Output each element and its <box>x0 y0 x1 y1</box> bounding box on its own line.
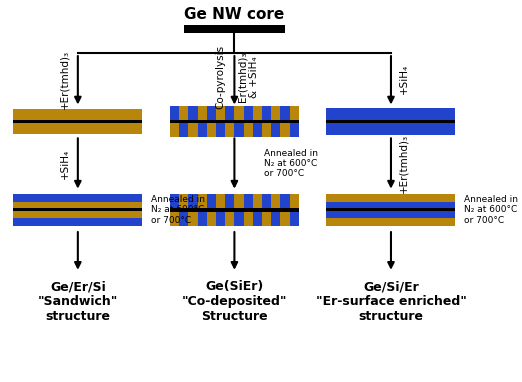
Text: +SiH₄: +SiH₄ <box>399 64 409 94</box>
Bar <box>14 194 143 202</box>
Bar <box>326 218 455 226</box>
Bar <box>14 202 143 209</box>
Text: Annealed in
N₂ at 600°C
or 700°C: Annealed in N₂ at 600°C or 700°C <box>151 195 205 225</box>
Text: structure: structure <box>45 309 110 322</box>
Text: "Co-deposited": "Co-deposited" <box>182 295 287 308</box>
Bar <box>225 106 234 120</box>
Bar <box>262 123 271 137</box>
Bar <box>280 123 290 137</box>
Bar <box>188 212 197 225</box>
Text: Ge NW core: Ge NW core <box>184 7 284 22</box>
Bar <box>280 212 290 225</box>
Bar <box>271 123 280 137</box>
Bar <box>280 194 290 208</box>
Bar <box>225 212 234 225</box>
Bar <box>326 202 455 209</box>
Bar <box>14 209 143 211</box>
Bar <box>280 106 290 120</box>
Text: +Er(tmhd)₃: +Er(tmhd)₃ <box>399 134 409 193</box>
Text: Er(tmhd)₃
& +SiH₄: Er(tmhd)₃ & +SiH₄ <box>238 52 259 102</box>
Bar <box>225 123 234 137</box>
Bar <box>290 194 299 208</box>
Bar <box>179 212 188 225</box>
Bar <box>234 212 244 225</box>
Bar <box>170 120 299 123</box>
Bar <box>197 194 207 208</box>
Text: "Sandwich": "Sandwich" <box>38 295 118 308</box>
Bar <box>216 106 225 120</box>
Text: Ge/Si/Er: Ge/Si/Er <box>363 280 419 293</box>
Text: "Er-surface enriched": "Er-surface enriched" <box>315 295 466 308</box>
Bar <box>14 211 143 218</box>
Text: Annealed in
N₂ at 600°C
or 700°C: Annealed in N₂ at 600°C or 700°C <box>464 195 518 225</box>
Bar <box>179 194 188 208</box>
Bar <box>253 106 262 120</box>
Bar <box>207 212 216 225</box>
Bar <box>271 194 280 208</box>
Bar <box>244 212 253 225</box>
Bar <box>326 194 455 202</box>
Text: +SiH₄: +SiH₄ <box>60 148 70 179</box>
Bar <box>225 194 234 208</box>
Bar <box>216 123 225 137</box>
Bar <box>271 212 280 225</box>
Bar <box>262 212 271 225</box>
Bar <box>290 123 299 137</box>
Bar <box>262 106 271 120</box>
Bar <box>197 212 207 225</box>
Text: +Er(tmhd)₃: +Er(tmhd)₃ <box>60 49 70 108</box>
Bar <box>170 123 179 137</box>
Bar <box>188 123 197 137</box>
Bar <box>14 120 143 123</box>
Bar <box>262 194 271 208</box>
Text: structure: structure <box>359 309 423 322</box>
Bar <box>207 123 216 137</box>
Bar <box>234 194 244 208</box>
Bar <box>253 212 262 225</box>
Bar <box>179 106 188 120</box>
Bar <box>207 106 216 120</box>
Text: Ge/Er/Si: Ge/Er/Si <box>50 280 106 293</box>
Bar <box>290 106 299 120</box>
Bar <box>244 123 253 137</box>
Bar <box>234 106 244 120</box>
Bar <box>253 123 262 137</box>
Bar <box>184 25 285 33</box>
Bar <box>188 106 197 120</box>
Bar <box>197 123 207 137</box>
Bar <box>188 194 197 208</box>
Bar <box>326 108 455 120</box>
Bar <box>326 120 455 123</box>
Bar <box>207 194 216 208</box>
Bar <box>14 109 143 120</box>
Text: Structure: Structure <box>201 309 268 322</box>
Bar <box>170 194 179 208</box>
Bar <box>326 123 455 135</box>
Bar <box>216 212 225 225</box>
Bar <box>170 212 179 225</box>
Bar <box>271 106 280 120</box>
Bar <box>170 106 179 120</box>
Bar <box>234 123 244 137</box>
Text: Annealed in
N₂ at 600°C
or 700°C: Annealed in N₂ at 600°C or 700°C <box>264 149 318 178</box>
Bar <box>179 123 188 137</box>
Bar <box>326 209 455 211</box>
Bar <box>244 194 253 208</box>
Bar <box>216 194 225 208</box>
Bar <box>244 106 253 120</box>
Bar <box>14 218 143 226</box>
Bar <box>253 194 262 208</box>
Text: Ge(SiEr): Ge(SiEr) <box>205 280 264 293</box>
Bar <box>290 212 299 225</box>
Text: Co-pyrolysis: Co-pyrolysis <box>216 45 226 109</box>
Bar <box>326 211 455 218</box>
Bar <box>197 106 207 120</box>
Bar <box>170 208 299 212</box>
Bar <box>14 123 143 134</box>
